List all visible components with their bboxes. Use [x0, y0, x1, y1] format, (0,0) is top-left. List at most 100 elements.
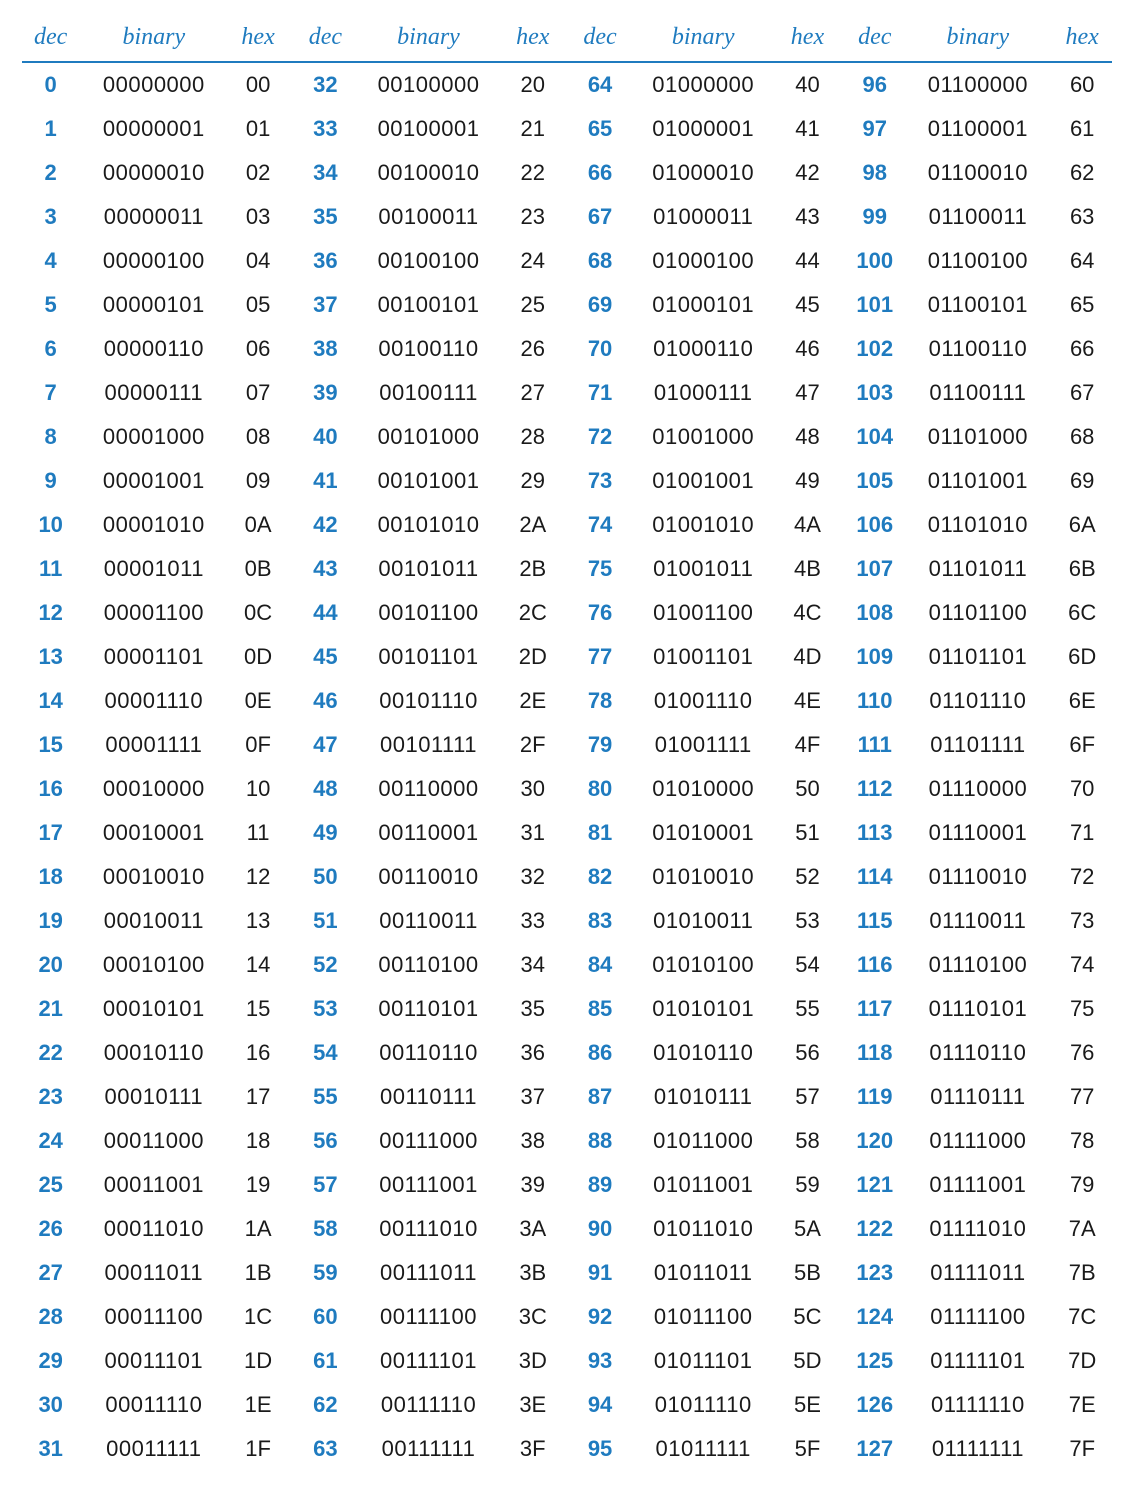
binary-cell: 01111000 [903, 1119, 1052, 1163]
hex-cell: 74 [1052, 943, 1112, 987]
hex-cell: 03 [228, 195, 288, 239]
binary-cell: 00010001 [79, 811, 228, 855]
col-gap [288, 811, 297, 855]
dec-cell: 24 [22, 1119, 79, 1163]
binary-cell: 00010000 [79, 767, 228, 811]
dec-cell: 9 [22, 459, 79, 503]
hex-cell: 6D [1052, 635, 1112, 679]
binary-cell: 00000000 [79, 62, 228, 107]
dec-cell: 97 [846, 107, 903, 151]
table-row: 2500011001195700111001398901011001591210… [22, 1163, 1112, 1207]
dec-cell: 75 [571, 547, 628, 591]
col-gap [563, 811, 572, 855]
dec-cell: 1 [22, 107, 79, 151]
table-row: 1000000010133001000012165010000014197011… [22, 107, 1112, 151]
binary-cell: 00011110 [79, 1383, 228, 1427]
col-gap [837, 635, 846, 679]
binary-cell: 00010010 [79, 855, 228, 899]
hex-cell: 37 [503, 1075, 563, 1119]
hex-cell: 76 [1052, 1031, 1112, 1075]
table-row: 30000111101E62001111103E94010111105E1260… [22, 1383, 1112, 1427]
col-gap [288, 1251, 297, 1295]
col-gap [563, 327, 572, 371]
table-row: 8000010000840001010002872010010004810401… [22, 415, 1112, 459]
binary-cell: 00000011 [79, 195, 228, 239]
dec-cell: 122 [846, 1207, 903, 1251]
hex-cell: 49 [778, 459, 838, 503]
binary-cell: 00110110 [354, 1031, 503, 1075]
hex-cell: 40 [778, 62, 838, 107]
dec-cell: 71 [571, 371, 628, 415]
col-header-binary: binary [79, 18, 228, 62]
hex-cell: 02 [228, 151, 288, 195]
table-row: 29000111011D61001111013D93010111015D1250… [22, 1339, 1112, 1383]
dec-cell: 115 [846, 899, 903, 943]
hex-cell: 15 [228, 987, 288, 1031]
binary-cell: 01001010 [629, 503, 778, 547]
col-header-binary: binary [629, 18, 778, 62]
conversion-table: dec binary hex dec binary hex dec binary… [22, 18, 1112, 1471]
dec-cell: 78 [571, 679, 628, 723]
dec-cell: 84 [571, 943, 628, 987]
hex-cell: 21 [503, 107, 563, 151]
dec-cell: 125 [846, 1339, 903, 1383]
binary-cell: 00111000 [354, 1119, 503, 1163]
dec-cell: 77 [571, 635, 628, 679]
binary-cell: 00001011 [79, 547, 228, 591]
col-gap [563, 239, 572, 283]
dec-cell: 118 [846, 1031, 903, 1075]
dec-cell: 49 [297, 811, 354, 855]
dec-cell: 46 [297, 679, 354, 723]
binary-cell: 00101111 [354, 723, 503, 767]
binary-cell: 01000111 [629, 371, 778, 415]
table-row: 3000000110335001000112367010000114399011… [22, 195, 1112, 239]
dec-cell: 116 [846, 943, 903, 987]
col-gap [837, 283, 846, 327]
binary-cell: 01100011 [903, 195, 1052, 239]
binary-cell: 00111001 [354, 1163, 503, 1207]
dec-cell: 64 [571, 62, 628, 107]
binary-cell: 00101101 [354, 635, 503, 679]
binary-cell: 01010100 [629, 943, 778, 987]
hex-cell: 7F [1052, 1427, 1112, 1471]
dec-cell: 10 [22, 503, 79, 547]
binary-cell: 00011000 [79, 1119, 228, 1163]
hex-cell: 0C [228, 591, 288, 635]
hex-cell: 2C [503, 591, 563, 635]
binary-cell: 01110110 [903, 1031, 1052, 1075]
dec-cell: 55 [297, 1075, 354, 1119]
binary-cell: 01100010 [903, 151, 1052, 195]
col-header-hex: hex [503, 18, 563, 62]
binary-cell: 00110101 [354, 987, 503, 1031]
binary-cell: 01100111 [903, 371, 1052, 415]
binary-cell: 01000011 [629, 195, 778, 239]
dec-cell: 0 [22, 62, 79, 107]
binary-cell: 00110001 [354, 811, 503, 855]
binary-cell: 00111100 [354, 1295, 503, 1339]
binary-cell: 01000010 [629, 151, 778, 195]
dec-cell: 126 [846, 1383, 903, 1427]
hex-cell: 45 [778, 283, 838, 327]
hex-cell: 3B [503, 1251, 563, 1295]
col-gap [288, 1383, 297, 1427]
dec-cell: 50 [297, 855, 354, 899]
col-gap [563, 1075, 572, 1119]
hex-cell: 6C [1052, 591, 1112, 635]
col-gap [563, 1295, 572, 1339]
col-gap [288, 371, 297, 415]
hex-cell: 12 [228, 855, 288, 899]
binary-cell: 00100010 [354, 151, 503, 195]
hex-cell: 06 [228, 327, 288, 371]
dec-cell: 54 [297, 1031, 354, 1075]
binary-cell: 00000100 [79, 239, 228, 283]
table-row: 0000000000032001000002064010000004096011… [22, 62, 1112, 107]
dec-cell: 38 [297, 327, 354, 371]
hex-cell: 11 [228, 811, 288, 855]
binary-cell: 00100110 [354, 327, 503, 371]
dec-cell: 30 [22, 1383, 79, 1427]
hex-cell: 60 [1052, 62, 1112, 107]
col-header-dec: dec [571, 18, 628, 62]
header-row: dec binary hex dec binary hex dec binary… [22, 18, 1112, 62]
dec-cell: 98 [846, 151, 903, 195]
col-gap [288, 591, 297, 635]
